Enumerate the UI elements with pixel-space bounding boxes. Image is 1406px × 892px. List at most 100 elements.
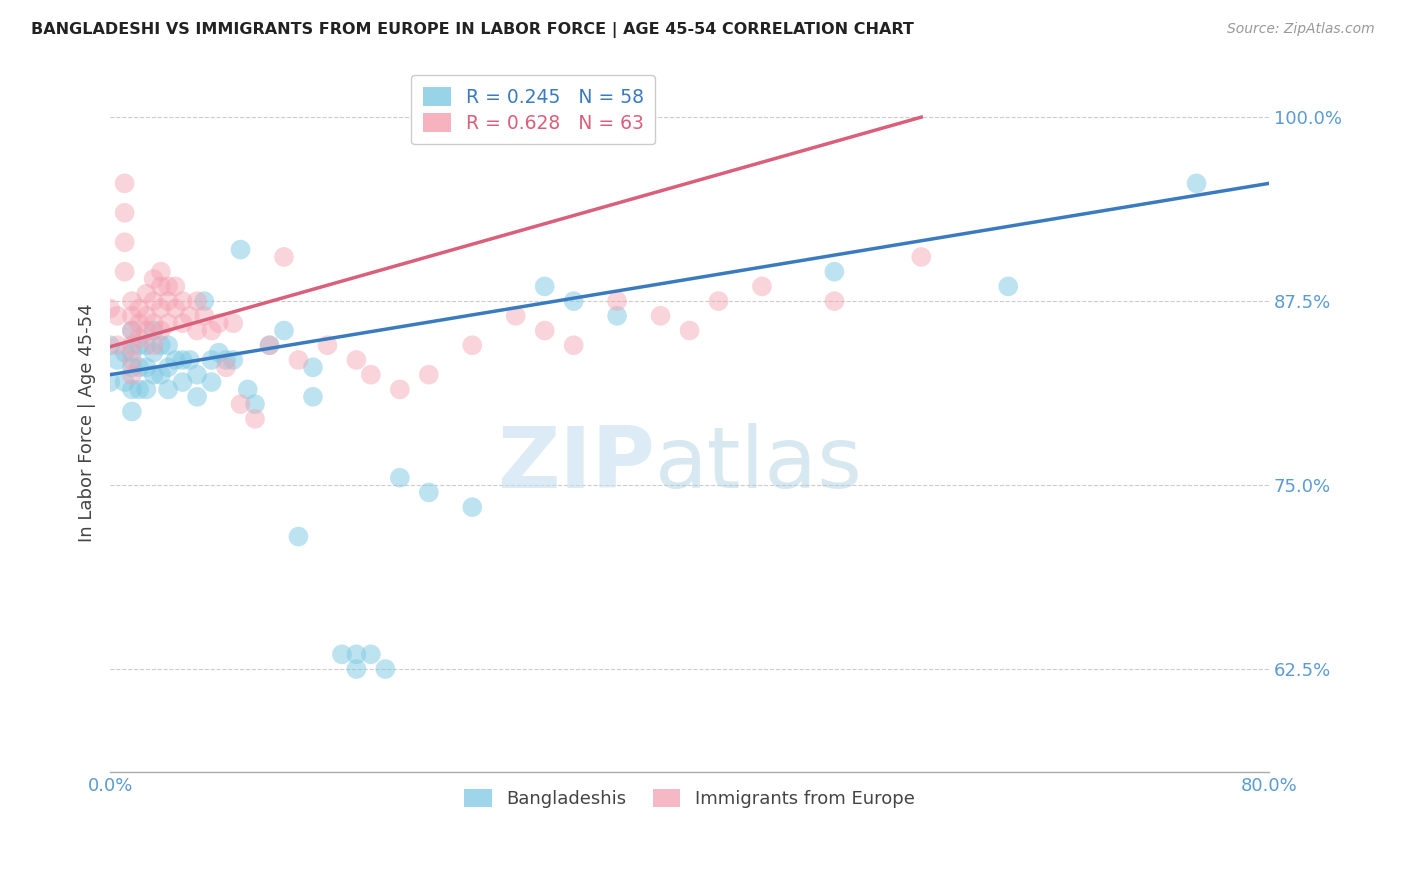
Point [142,324,165,338]
Point [172,294,194,309]
Point [229,397,252,411]
Point [121,404,143,418]
Point [179,353,201,368]
Y-axis label: In Labor Force | Age 45-54: In Labor Force | Age 45-54 [79,303,96,541]
Point [157,338,180,352]
Point [172,375,194,389]
Point [418,368,440,382]
Point [121,324,143,338]
Point [121,309,143,323]
Point [215,360,238,375]
Point [533,279,555,293]
Point [388,383,411,397]
Point [418,485,440,500]
Point [997,279,1019,293]
Point [114,265,136,279]
Point [135,324,157,338]
Point [107,309,129,323]
Point [287,530,309,544]
Point [142,272,165,286]
Point [142,368,165,382]
Point [114,206,136,220]
Point [360,648,382,662]
Point [157,279,180,293]
Point [287,353,309,368]
Point [121,368,143,382]
Point [128,360,150,375]
Point [222,316,245,330]
Point [121,294,143,309]
Point [533,324,555,338]
Point [107,338,129,352]
Legend: Bangladeshis, Immigrants from Europe: Bangladeshis, Immigrants from Europe [457,781,922,815]
Point [606,294,628,309]
Point [910,250,932,264]
Point [114,235,136,250]
Point [121,360,143,375]
Point [142,338,165,352]
Point [186,324,208,338]
Point [179,309,201,323]
Point [374,662,396,676]
Point [200,375,222,389]
Point [98,338,121,352]
Point [562,294,585,309]
Point [707,294,730,309]
Point [200,353,222,368]
Point [165,279,187,293]
Point [461,338,484,352]
Point [193,309,215,323]
Point [1185,177,1208,191]
Point [135,309,157,323]
Point [259,338,281,352]
Point [149,279,172,293]
Point [135,383,157,397]
Point [678,324,700,338]
Point [142,345,165,359]
Point [316,338,339,352]
Point [200,324,222,338]
Point [330,648,353,662]
Point [128,331,150,345]
Point [243,397,266,411]
Point [135,286,157,301]
Point [172,316,194,330]
Point [107,353,129,368]
Point [186,368,208,382]
Point [823,265,845,279]
Point [562,338,585,352]
Point [157,383,180,397]
Point [157,316,180,330]
Point [344,353,367,368]
Point [149,368,172,382]
Point [273,250,295,264]
Point [302,390,325,404]
Point [149,265,172,279]
Point [208,316,231,330]
Text: ZIP: ZIP [498,423,655,506]
Point [215,353,238,368]
Point [302,360,325,375]
Point [149,301,172,316]
Point [157,360,180,375]
Point [461,500,484,515]
Point [149,338,172,352]
Point [98,301,121,316]
Text: Source: ZipAtlas.com: Source: ZipAtlas.com [1227,22,1375,37]
Point [114,177,136,191]
Point [142,294,165,309]
Point [243,412,266,426]
Point [259,338,281,352]
Point [388,471,411,485]
Point [236,383,259,397]
Point [135,360,157,375]
Point [186,390,208,404]
Point [142,316,165,330]
Point [229,243,252,257]
Point [128,301,150,316]
Text: atlas: atlas [655,423,863,506]
Point [128,316,150,330]
Point [114,345,136,359]
Point [135,338,157,352]
Point [121,345,143,359]
